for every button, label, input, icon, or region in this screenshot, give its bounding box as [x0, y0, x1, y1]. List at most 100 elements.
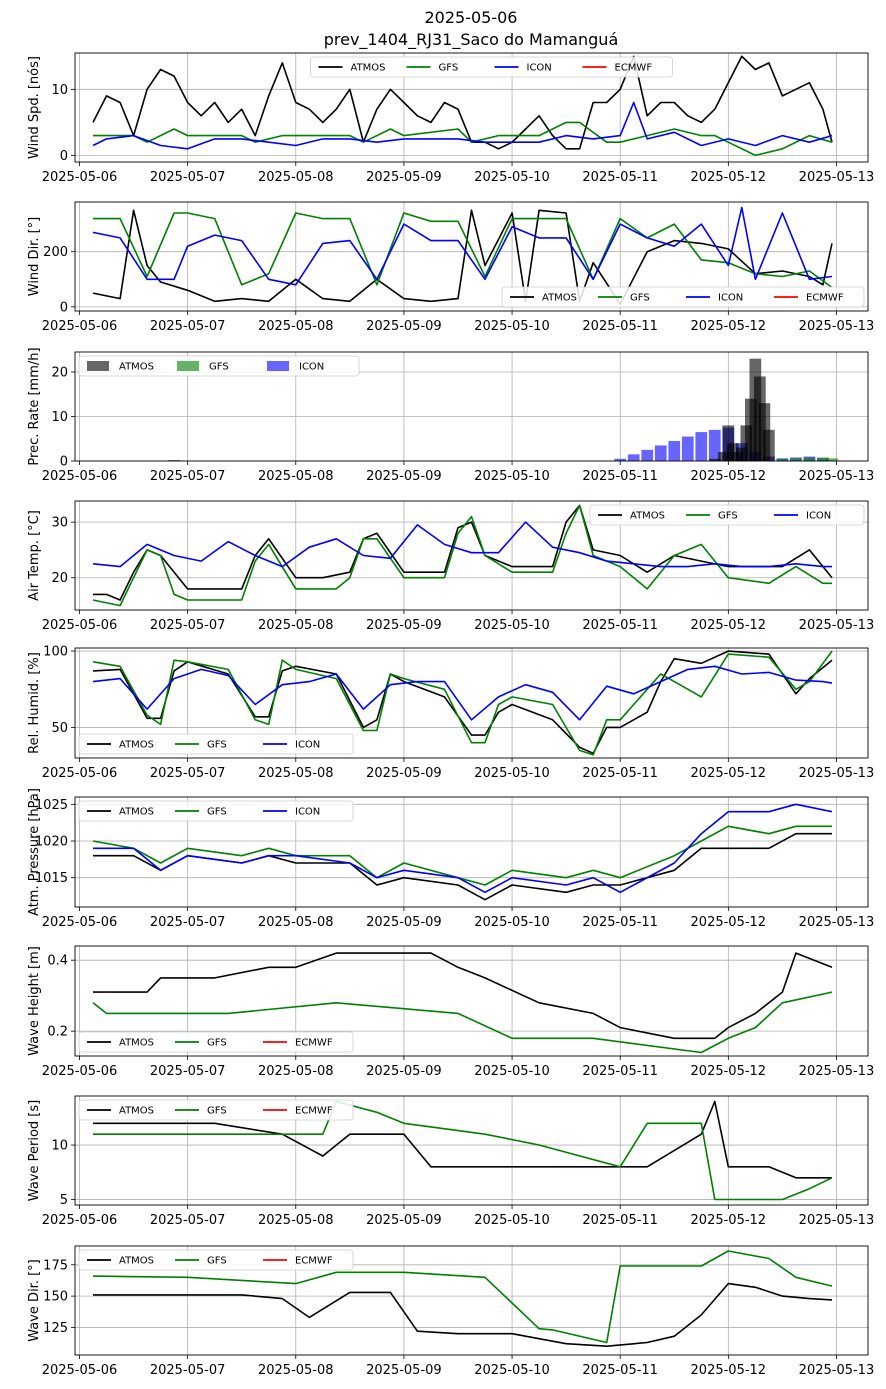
bar-icon — [627, 454, 640, 461]
x-tick-label: 2025-05-12 — [691, 766, 767, 781]
series-line-gfs — [92, 650, 833, 756]
x-tick-label: 2025-05-06 — [42, 469, 118, 484]
y-axis-label: Rel. Humid. [%] — [27, 652, 42, 754]
legend-box — [78, 1099, 354, 1121]
legend-label-gfs: GFS — [439, 63, 459, 74]
y-axis-label: Air Temp. [°C] — [27, 510, 42, 601]
series-line-gfs — [93, 212, 833, 289]
panel-4: 2025-05-06 2025-05-07 2025-05-08 2025-05-09… — [27, 500, 874, 633]
series-group — [92, 206, 833, 305]
x-tick-label: 2025-05-11 — [582, 766, 658, 781]
x-tick-label: 2025-05-13 — [799, 1064, 875, 1079]
legend-label-atmos: ATMOS — [119, 807, 154, 818]
y-tick-label: 125 — [43, 1321, 68, 1336]
legend: ATMOS GFS ECMWF — [78, 1249, 354, 1271]
x-tick-label: 2025-05-13 — [799, 469, 875, 484]
plot-frame — [74, 1245, 869, 1356]
y-tick-label: 20 — [51, 366, 68, 381]
series-line-gfs — [93, 1100, 833, 1201]
x-tick-label: 2025-05-08 — [258, 1363, 334, 1378]
series-group — [92, 952, 833, 1054]
y-tick-label: 30 — [51, 516, 68, 531]
panel-5: 2025-05-06 2025-05-07 2025-05-08 2025-05-09… — [27, 645, 874, 781]
x-tick-label: 2025-05-12 — [691, 1363, 767, 1378]
x-tick-label: 2025-05-09 — [366, 319, 442, 334]
legend-label-atmos: ATMOS — [542, 293, 577, 304]
legend: ATMOS GFS ICON ECMWF — [310, 56, 673, 78]
x-tick-label: 2025-05-13 — [799, 319, 875, 334]
legend-swatch-gfs — [177, 361, 199, 371]
x-tick-label: 2025-05-07 — [150, 915, 226, 930]
legend-label-gfs: GFS — [207, 1106, 227, 1117]
panel-2: 2025-05-06 2025-05-07 2025-05-08 2025-05-09… — [27, 201, 875, 334]
x-tick-label: 2025-05-06 — [42, 170, 118, 185]
series-line-atmos — [93, 1282, 833, 1347]
series-line-gfs — [92, 825, 832, 886]
legend-box — [310, 56, 673, 78]
plot-frame — [74, 500, 869, 611]
x-tick-label: 2025-05-13 — [799, 1363, 875, 1378]
series-group — [168, 358, 838, 461]
x-tick-label: 2025-05-12 — [691, 170, 767, 185]
x-tick-label: 2025-05-06 — [42, 915, 118, 930]
bar-gfs — [790, 458, 802, 461]
legend-label-ecmwf: ECMWF — [806, 293, 844, 304]
x-tick-label: 2025-05-13 — [799, 170, 875, 185]
x-tick-label: 2025-05-11 — [582, 1213, 658, 1228]
x-tick-label: 2025-05-07 — [150, 1213, 226, 1228]
bar-gfs — [817, 457, 829, 461]
x-tick-label: 2025-05-06 — [42, 766, 118, 781]
x-tick-label: 2025-05-07 — [150, 469, 226, 484]
y-tick-label: 0.4 — [47, 954, 68, 969]
x-tick-label: 2025-05-09 — [366, 1363, 442, 1378]
legend-label-atmos: ATMOS — [119, 1256, 154, 1267]
x-tick-label: 2025-05-09 — [366, 170, 442, 185]
legend-label-gfs: GFS — [209, 362, 229, 373]
y-tick-label: 10 — [51, 410, 68, 425]
x-tick-label: 2025-05-08 — [258, 319, 334, 334]
legend-label-atmos: ATMOS — [119, 1106, 154, 1117]
series-group — [93, 1100, 833, 1201]
y-axis-label: Wind Dir. [°] — [27, 217, 42, 297]
figure-title: 2025-05-06 — [425, 8, 518, 27]
x-tick-label: 2025-05-08 — [258, 1213, 334, 1228]
x-tick-label: 2025-05-09 — [366, 915, 442, 930]
series-line-atmos — [93, 504, 833, 601]
x-tick-label: 2025-05-12 — [691, 469, 767, 484]
legend-label-atmos: ATMOS — [119, 362, 154, 373]
x-tick-label: 2025-05-11 — [582, 1064, 658, 1079]
y-tick-label: 1020 — [35, 835, 68, 850]
y-tick-label: 0 — [60, 300, 68, 315]
panel-1: 2025-05-06 2025-05-07 2025-05-08 2025-05-09… — [27, 52, 875, 185]
plot-frame — [74, 201, 869, 312]
y-tick-label: 50 — [51, 721, 68, 736]
y-tick-label: 0 — [60, 455, 68, 470]
series-line-atmos — [93, 952, 833, 1040]
x-tick-label: 2025-05-11 — [582, 319, 658, 334]
series-line-atmos — [92, 650, 833, 755]
legend-label-icon: ICON — [527, 63, 552, 74]
y-tick-label: 200 — [43, 245, 68, 260]
legend-label-icon: ICON — [295, 740, 320, 751]
series-line-icon — [92, 206, 833, 286]
legend-label-ecmwf: ECMWF — [295, 1256, 333, 1267]
legend-box — [589, 504, 865, 526]
bar-icon — [654, 445, 667, 461]
bar-gfs — [803, 457, 816, 461]
x-tick-label: 2025-05-06 — [42, 1213, 118, 1228]
plot-frame — [74, 796, 869, 908]
x-tick-label: 2025-05-09 — [366, 766, 442, 781]
x-tick-label: 2025-05-12 — [691, 618, 767, 633]
x-tick-label: 2025-05-08 — [258, 170, 334, 185]
plot-frame — [74, 1095, 869, 1206]
x-tick-label: 2025-05-10 — [474, 1363, 550, 1378]
legend-label-icon: ICON — [295, 807, 320, 818]
legend-label-gfs: GFS — [630, 293, 650, 304]
bar-atmos — [763, 429, 775, 461]
x-tick-label: 2025-05-09 — [366, 469, 442, 484]
series-line-atmos — [93, 832, 832, 901]
legend-label-icon: ICON — [718, 293, 743, 304]
legend-label-atmos: ATMOS — [119, 1038, 154, 1049]
series-line-gfs — [93, 121, 833, 157]
plot-frame — [74, 647, 869, 759]
